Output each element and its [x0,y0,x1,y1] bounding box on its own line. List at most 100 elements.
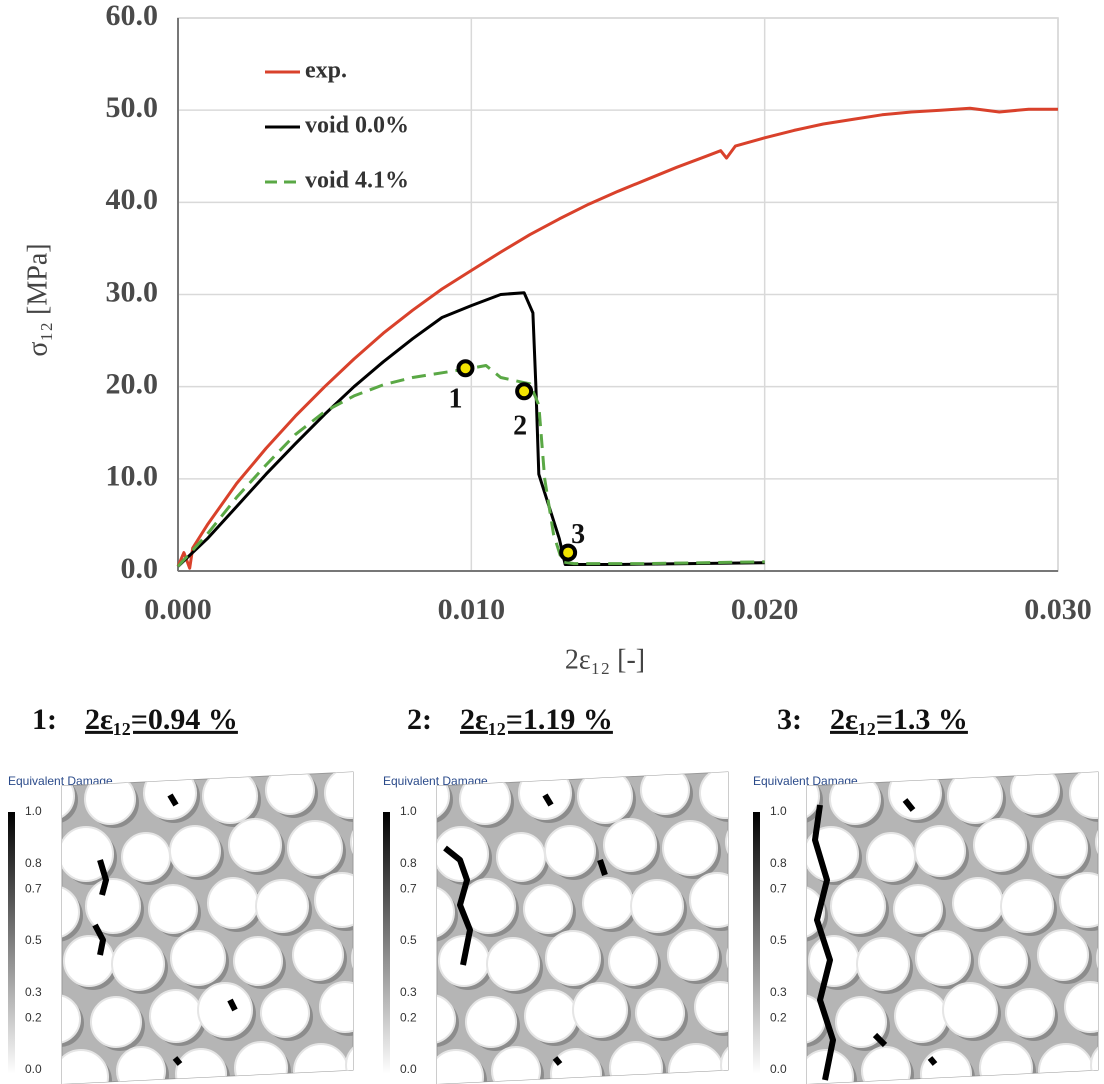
state-marker [517,384,531,398]
colorbar-tick: 0.5 [770,933,787,947]
fiber-shadow [355,822,403,870]
fiber [943,983,997,1037]
x-axis-label: 2ε₁₂ [-] [565,644,645,675]
colorbar-tick: 0.3 [400,985,417,999]
fiber [320,982,370,1032]
fiber [889,767,941,819]
fiber [170,826,220,876]
marker-label: 1 [448,384,462,415]
colorbar-tick: 0.2 [770,1011,787,1025]
fiber [122,833,170,881]
colorbar-tick: 0.8 [25,856,42,870]
fiber [229,819,281,871]
panel-index: 2: [407,703,432,736]
fiber [91,997,141,1047]
fiber [519,767,571,819]
fiber-shadow [1100,822,1104,870]
fiber [663,821,717,875]
fiber [525,990,577,1042]
panel-index: 3: [777,703,802,736]
fiber [974,819,1026,871]
legend-label: exp. [305,58,347,84]
y-tick-label: 60.0 [106,0,159,32]
y-tick-label: 40.0 [106,183,159,216]
fiber [668,930,718,980]
fiber [86,879,140,933]
fiber [198,983,252,1037]
fiber [351,818,399,866]
colorbar-tick: 0.7 [25,882,42,896]
fiber [578,769,632,823]
fiber [266,766,314,814]
panel: 1:2ε₁₂=0.94 %Equivalent Damage1.00.80.70… [8,703,408,1084]
figure: σ₁₂ [MPa] 2ε₁₂ [-] 0.010.020.030.040.050… [0,0,1104,1084]
fiber [150,990,202,1042]
colorbar-tick: 0.3 [25,985,42,999]
colorbar-tick: 0.0 [25,1062,42,1076]
x-tick-label: 0.020 [731,593,799,626]
fiber [1001,880,1053,932]
colorbar [383,812,390,1074]
crack [555,1058,560,1064]
fiber [1006,989,1054,1037]
panel-strain: 2ε₁₂=1.19 % [460,703,613,736]
panel: 3:2ε₁₂=1.3 %Equivalent Damage1.00.80.70.… [753,703,1104,1084]
fiber [894,885,942,933]
fiber-shadow [350,1045,398,1084]
fiber [953,878,1003,928]
colorbar-tick: 0.3 [770,985,787,999]
fiber [1033,821,1087,875]
fiber [497,833,545,881]
colorbar-tick: 0.2 [400,1011,417,1025]
y-axis-label: σ₁₂ [MPa] [22,243,53,356]
fiber [695,982,745,1032]
fiber [867,833,915,881]
fiber [583,878,633,928]
x-tick-label: 0.030 [1024,593,1092,626]
colorbar-tick: 0.7 [400,882,417,896]
x-tick-label: 0.010 [438,593,506,626]
marker-label: 2 [513,411,527,442]
panel: 2:2ε₁₂=1.19 %Equivalent Damage1.00.80.70… [383,703,783,1084]
y-tick-label: 20.0 [106,368,159,401]
fiber [112,938,164,990]
fiber [862,1047,910,1084]
colorbar-tick: 0.0 [400,1062,417,1076]
fiber [208,878,258,928]
legend-label: void 0.0% [305,113,409,139]
fiber [487,938,539,990]
fiber [636,989,684,1037]
fiber [604,819,656,871]
fiber [524,885,572,933]
fiber [256,880,308,932]
x-tick-label: 0.000 [144,593,212,626]
fiber [700,768,750,818]
fiber [631,880,683,932]
fiber [726,818,774,866]
fiber [831,879,885,933]
fiber [916,931,970,985]
fiber [609,937,657,985]
fiber [804,827,858,881]
fiber [915,826,965,876]
fiber [144,767,196,819]
fiber [1038,930,1088,980]
fiber [546,931,600,985]
fiber [466,997,516,1047]
fiber [352,932,404,984]
fiber [171,931,225,985]
fiber [293,930,343,980]
panel-strain: 2ε₁₂=0.94 % [85,703,238,736]
fiber [234,937,282,985]
colorbar-tick: 1.0 [400,804,417,818]
fiber [64,936,114,986]
colorbar-tick: 0.5 [25,933,42,947]
fiber [857,938,909,990]
fiber [149,885,197,933]
fiber [117,1047,165,1084]
fiber [203,769,257,823]
state-marker [458,361,472,375]
crack [930,1058,935,1064]
fiber [809,936,859,986]
fiber [545,826,595,876]
